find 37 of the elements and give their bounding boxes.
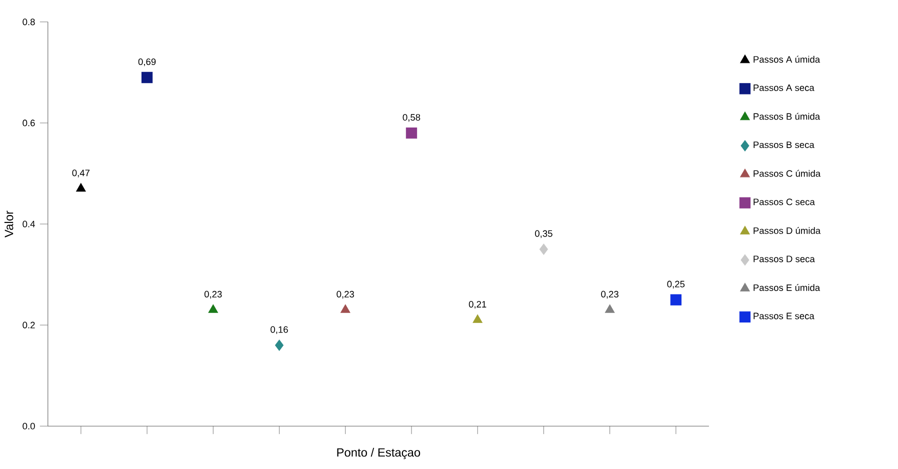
point [340, 304, 350, 313]
data-label: 0,35 [535, 230, 552, 238]
y-tick-label: 0.6 [22, 120, 35, 126]
y-axis-title: Valor [4, 210, 14, 238]
legend-label: Passos D úmida [754, 227, 821, 234]
point [76, 183, 86, 192]
legend-label: Passos D seca [754, 256, 815, 262]
data-label: 0,58 [402, 114, 420, 122]
data-label: 0,25 [667, 280, 685, 288]
data-label: 0,16 [270, 326, 288, 334]
legend-label: Passos A úmida [754, 56, 820, 63]
data-label: 0,69 [138, 58, 156, 66]
data-label: 0,21 [468, 301, 486, 309]
data-label: 0,23 [336, 290, 354, 299]
point [406, 128, 418, 139]
y-tick-label: 0.2 [22, 322, 35, 328]
legend-label: Passos C seca [754, 198, 815, 206]
x-axis-title: Ponto / Estaçao [337, 448, 420, 460]
y-tick-label: 0.4 [22, 220, 35, 228]
point [208, 304, 218, 313]
y-tick-label: 0.8 [22, 18, 35, 26]
data-label: 0,47 [72, 170, 90, 178]
point [472, 314, 482, 323]
legend-label: Passos B seca [754, 142, 814, 148]
legend-label: Passos B úmida [754, 112, 820, 120]
legend-label: Passos A seca [754, 84, 814, 92]
point [670, 294, 682, 306]
point [141, 72, 153, 84]
point [275, 340, 284, 351]
legend-label: Passos E úmida [754, 284, 820, 291]
legend-label: Passos C úmida [754, 170, 821, 177]
point [604, 304, 615, 313]
legend-label: Passos E seca [754, 312, 814, 320]
point [539, 244, 548, 255]
data-label: 0,23 [601, 290, 618, 299]
data-label: 0,23 [204, 290, 222, 299]
y-tick-label: 0.0 [22, 422, 35, 430]
